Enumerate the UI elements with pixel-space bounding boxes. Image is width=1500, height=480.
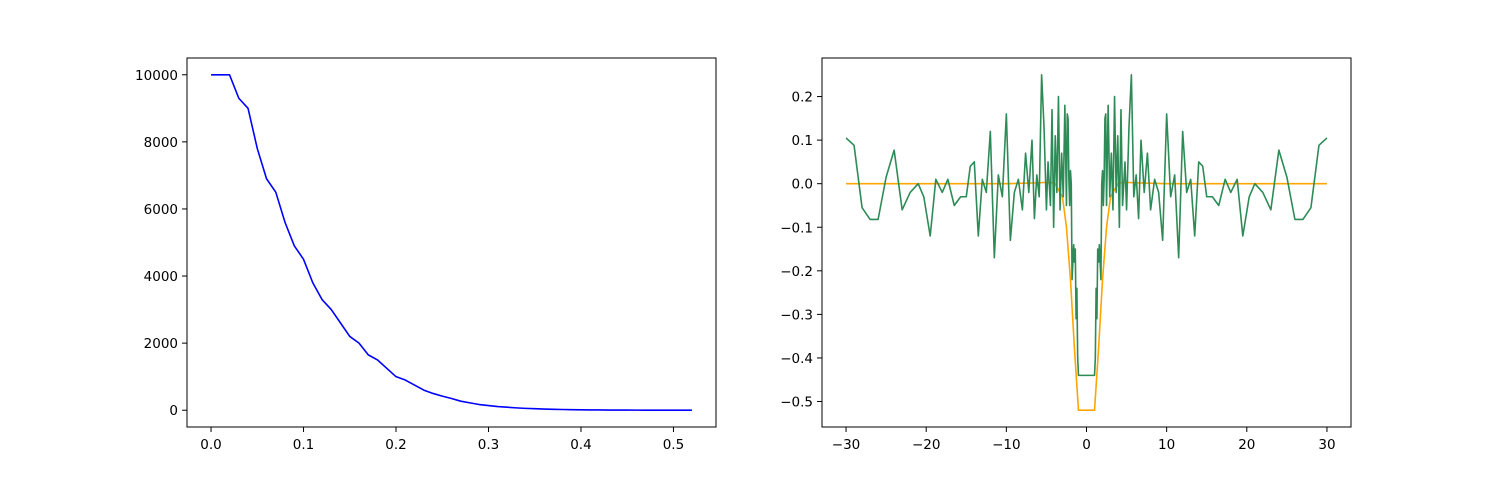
x-tick-label: 0.3: [478, 437, 499, 453]
x-tick-label: 20: [1238, 437, 1255, 453]
axes-frame: [821, 57, 1352, 428]
data-line: [845, 73, 1328, 377]
x-tick-label: −30: [832, 437, 861, 453]
axes-frame: [186, 57, 717, 428]
y-tick-label: −0.3: [780, 307, 813, 323]
y-tick-label: 0.2: [792, 90, 813, 106]
y-tick-label: −0.2: [780, 264, 813, 280]
y-tick-label: 6000: [144, 202, 178, 218]
x-tick-label: 0.2: [385, 437, 406, 453]
y-tick-label: 0: [169, 403, 178, 419]
data-line: [211, 73, 692, 411]
data-line: [846, 181, 1327, 412]
x-tick-label: 0.1: [293, 437, 314, 453]
y-tick-label: 0.0: [792, 177, 813, 193]
y-tick-label: 10000: [135, 68, 178, 84]
x-tick-label: 0.4: [570, 437, 591, 453]
x-tick-label: −20: [912, 437, 941, 453]
y-tick-label: −0.4: [780, 351, 813, 367]
x-tick-label: 0.0: [200, 437, 221, 453]
x-tick-label: 10: [1158, 437, 1175, 453]
y-tick-label: −0.5: [780, 395, 813, 411]
y-tick-label: 0.1: [792, 133, 813, 149]
y-tick-label: −0.1: [780, 220, 813, 236]
x-tick-label: 30: [1318, 437, 1335, 453]
y-tick-label: 2000: [144, 336, 178, 352]
y-tick-label: 8000: [144, 135, 178, 151]
y-tick-label: 4000: [144, 269, 178, 285]
x-tick-label: −10: [992, 437, 1021, 453]
x-tick-label: 0.5: [663, 437, 684, 453]
x-tick-label: 0: [1082, 437, 1091, 453]
